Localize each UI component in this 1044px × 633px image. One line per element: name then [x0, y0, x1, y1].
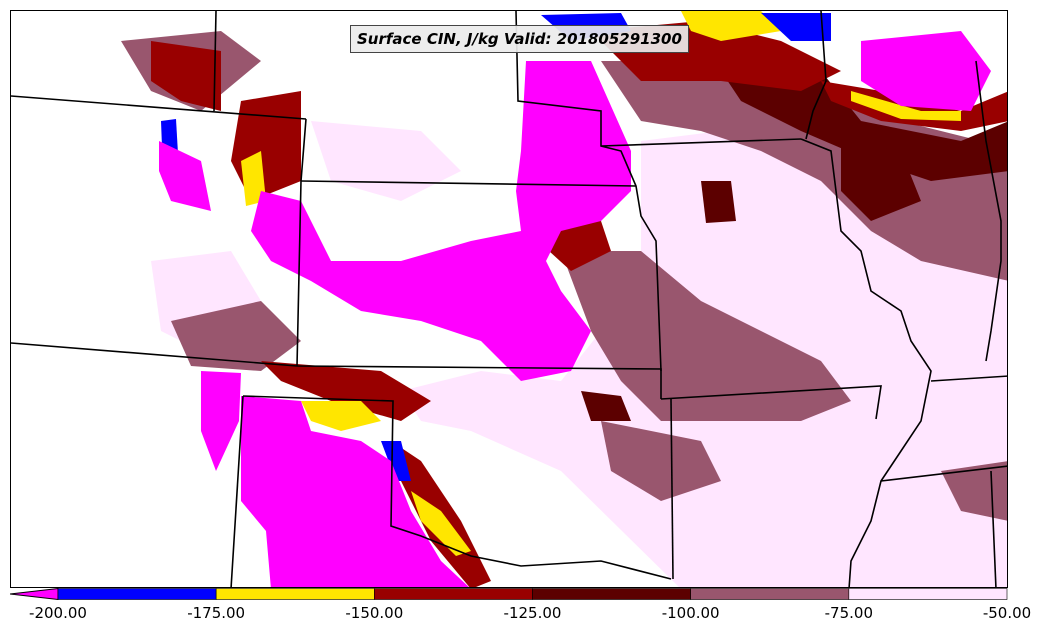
colorbar-extend-arrow: [10, 588, 59, 600]
cin-region-yellow: [411, 491, 471, 556]
colorbar-tick-label: -150.00: [345, 604, 404, 622]
colorbar-bin: [532, 588, 691, 600]
state-border: [242, 395, 672, 580]
cin-region-dark-red: [721, 71, 1007, 181]
colorbar-bin: [374, 588, 533, 600]
map-title: Surface CIN, J/kg Valid: 201805291300: [350, 25, 689, 53]
cin-region-blue: [381, 441, 411, 481]
state-border: [930, 375, 1007, 382]
cin-region-yellow: [681, 11, 781, 41]
cin-region-blue: [761, 13, 831, 41]
colorbar-bin: [848, 588, 1008, 600]
state-border: [11, 95, 307, 120]
state-border: [990, 470, 997, 587]
cin-region-magenta: [241, 396, 469, 587]
cin-region-dark-red: [701, 181, 736, 223]
state-border: [11, 342, 662, 399]
colorbar-tick-label: -175.00: [187, 604, 246, 622]
cin-region-red: [261, 361, 431, 421]
state-border: [880, 465, 1007, 482]
cin-region-light: [311, 121, 461, 201]
colorbar-tick-label: -125.00: [503, 604, 562, 622]
colorbar-tick-label: -200.00: [29, 604, 87, 622]
cin-region-dark-red: [841, 141, 921, 221]
cin-region-mauve: [601, 61, 1007, 281]
cin-region-red: [549, 221, 611, 271]
cin-region-yellow: [241, 151, 266, 206]
state-border: [660, 385, 882, 420]
state-border: [515, 11, 662, 372]
state-border: [800, 138, 932, 587]
state-border: [600, 138, 802, 147]
state-border: [230, 395, 244, 587]
cin-field-layers: [121, 11, 1007, 587]
colorbar-bin: [690, 588, 850, 600]
cin-region-mauve: [561, 251, 851, 421]
state-border: [670, 398, 674, 580]
colorbar-tick-label: -50.00: [982, 604, 1032, 622]
cin-region-mauve: [171, 301, 301, 371]
colorbar-bin: [215, 588, 375, 600]
cin-region-dark-red: [581, 391, 631, 421]
colorbar-tick-label: -100.00: [661, 604, 720, 622]
state-border: [213, 11, 217, 112]
cin-region-magenta: [159, 141, 211, 211]
map-panel: Surface CIN, J/kg Valid: 201805291300: [10, 10, 1008, 588]
colorbar-tick-label: -75.00: [824, 604, 874, 622]
colorbar-bin: [57, 588, 217, 600]
cin-region-magenta: [861, 31, 991, 111]
cin-region-mauve: [601, 421, 721, 501]
cin-region-red: [151, 41, 221, 111]
cin-region-magenta: [251, 61, 631, 381]
state-border: [300, 180, 637, 187]
cin-field-map: [11, 11, 1007, 587]
cin-region-yellow: [301, 401, 381, 431]
cin-region-yellow: [851, 91, 961, 121]
cin-region-magenta: [201, 371, 241, 471]
state-border: [975, 60, 1002, 362]
state-borders: [11, 11, 1007, 587]
colorbar: [10, 588, 1008, 600]
cin-region-red: [231, 91, 301, 201]
state-border: [805, 11, 827, 140]
